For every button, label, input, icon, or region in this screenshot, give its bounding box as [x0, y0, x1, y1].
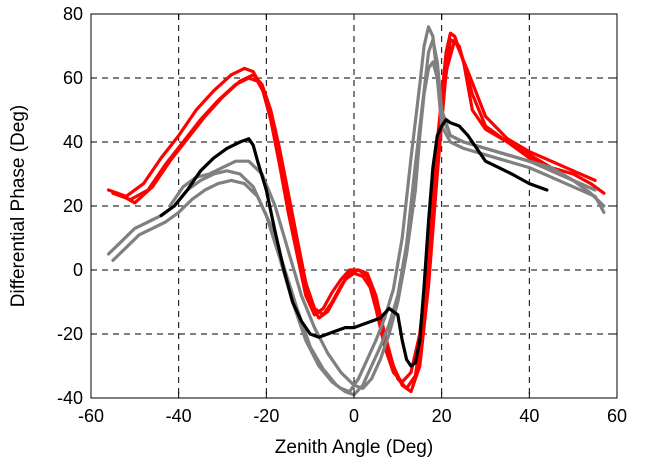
tick-marks	[90, 13, 618, 399]
y-tick-label: 40	[63, 132, 83, 152]
y-tick-label: 0	[73, 260, 83, 280]
x-tick-label: 20	[432, 406, 452, 426]
grid	[91, 14, 617, 398]
x-tick-labels: -60 -40 -20 0 20 40 60	[78, 406, 627, 426]
y-tick-label: 60	[63, 68, 83, 88]
y-tick-label: -40	[57, 388, 83, 408]
x-tick-label: 60	[607, 406, 627, 426]
series-line-2	[111, 37, 575, 390]
series-layer	[106, 25, 606, 397]
y-tick-label: 20	[63, 196, 83, 216]
y-tick-label: 80	[63, 4, 83, 24]
y-tick-label: -20	[57, 324, 83, 344]
y-axis-label: Differential Phase (Deg)	[8, 105, 29, 307]
x-tick-label: -60	[78, 406, 104, 426]
series-line-7	[159, 117, 549, 368]
series-line-3	[115, 37, 597, 394]
x-tick-label: -20	[253, 406, 279, 426]
x-axis-label: Zenith Angle (Deg)	[275, 437, 433, 458]
x-tick-label: 40	[519, 406, 539, 426]
y-tick-labels: -40 -20 0 20 40 60 80	[57, 4, 83, 408]
x-tick-label: 0	[349, 406, 359, 426]
series-line-6	[168, 60, 606, 390]
series-line-4	[106, 25, 606, 394]
x-tick-label: -40	[166, 406, 192, 426]
